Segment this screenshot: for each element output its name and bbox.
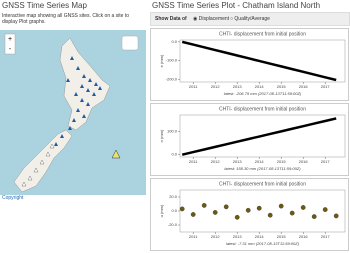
x-tick-label: 2011 [189,159,198,164]
y-axis-label: u (mm) [159,204,164,217]
chart-title: CHTI- displacement from initial position [219,31,306,37]
x-tick-label: 2016 [299,84,309,89]
x-tick-label: 2011 [189,234,198,239]
y-tick-label: 100.0 [167,128,178,133]
chart-title: CHTI- displacement from initial position [219,106,306,112]
latest-note: latest: -206.79 mm (2017-08-13T11:59:00Z… [224,91,302,96]
point [212,210,218,215]
point [333,213,339,219]
x-tick-label: 2016 [299,159,309,164]
chart-panel [150,28,349,101]
point [201,203,207,208]
charts: CHTI- displacement from initial position… [150,28,349,251]
plot-title: GNSS Time Series Plot - Chatham Island N… [152,1,321,10]
radio-quality[interactable]: ○ Quality/Average [230,16,270,22]
zoom-in[interactable]: + [8,36,12,43]
y-axis-label: n (mm) [159,129,164,142]
x-tick-label: 2013 [233,159,243,164]
y-tick-label: 0.0 [171,208,177,213]
x-tick-label: 2017 [321,234,331,239]
copyright-link[interactable]: Copyright [2,195,24,201]
show-data-label: Show Data of [155,16,187,22]
point [223,204,229,210]
x-tick-label: 2015 [277,84,287,89]
option-label: Quality/Average [234,16,270,22]
series-line [181,117,337,156]
x-tick-label: 2016 [299,234,309,239]
option-label: Displacement [198,16,230,22]
y-tick-label: -20.0 [168,222,178,227]
map-title: GNSS Time Series Map [2,1,87,10]
y-tick-label: -100.0 [166,58,178,63]
point [190,212,196,217]
site-marker[interactable] [111,149,121,159]
x-tick-label: 2014 [255,234,265,239]
x-tick-label: 2015 [277,159,287,164]
x-tick-label: 2012 [211,159,221,164]
point [289,210,295,216]
y-tick-label: 0.0 [171,39,177,44]
site-markers [54,56,102,146]
north-island [59,37,111,131]
x-tick-label: 2012 [211,84,221,89]
y-tick-label: 20.0 [169,194,178,199]
point [278,203,284,209]
x-tick-label: 2017 [321,84,331,89]
latest-note: latest: 158.30 mm (2017-08-13T11:59:00Z) [224,166,301,171]
chart-panel [150,178,349,251]
point [311,214,317,219]
zoom-out[interactable]: - [9,46,12,53]
x-tick-label: 2017 [321,159,331,164]
x-tick-label: 2014 [255,159,265,164]
plot-area [179,39,346,83]
x-tick-label: 2012 [211,234,221,239]
zoom-control [4,33,16,55]
point [300,205,306,210]
chart-title: CHTI- displacement from initial position [219,181,306,187]
site-markers-south [21,143,55,187]
map[interactable]: + - [0,30,146,195]
point [322,207,328,212]
point [179,206,185,212]
point [256,205,262,211]
x-tick-label: 2014 [255,84,265,89]
series-line [181,40,337,82]
x-tick-label: 2011 [189,84,198,89]
y-tick-label: -200.0 [166,76,178,81]
layers-button[interactable] [121,35,139,51]
y-tick-label: 0.0 [171,152,177,157]
point [245,207,251,213]
radio-displacement[interactable]: ◉ Displacement [193,16,230,22]
plot-area [179,114,346,158]
point [267,212,273,218]
point [234,214,240,220]
map-description: Interactive map showing all GNSS sites. … [2,13,129,25]
x-tick-label: 2015 [277,234,287,239]
x-tick-label: 2013 [233,234,243,239]
x-tick-label: 2013 [233,84,243,89]
y-axis-label: e (mm) [159,54,164,67]
latest-note: latest: -7.31 mm (2017-08-13T11:59:00Z) [226,241,300,246]
